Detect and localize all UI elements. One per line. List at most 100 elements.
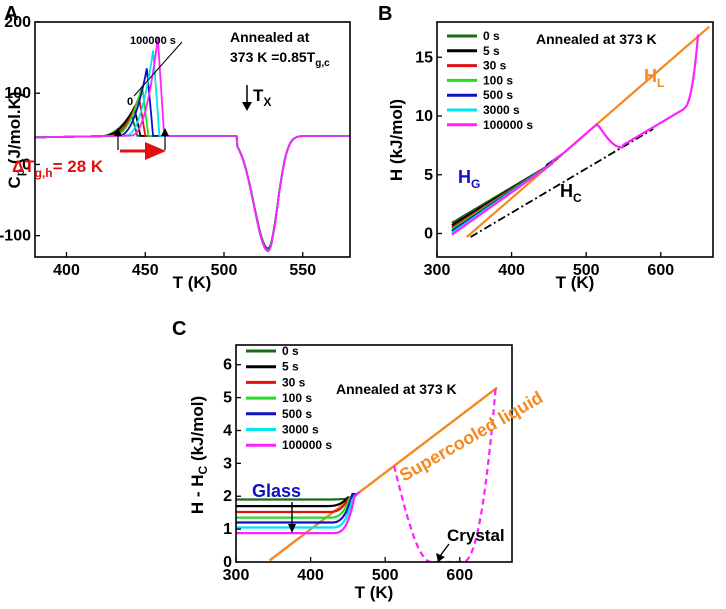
panel-c-ticks: 300 400 500 600 0 1 2 3 4 5 6 xyxy=(223,357,474,584)
panel-a-time-bottom: 0 xyxy=(127,96,133,108)
panel-b-legend-label: 100000 s xyxy=(483,118,533,132)
panel-a-series-0s xyxy=(35,111,350,250)
panel-c-series-5s xyxy=(236,496,353,508)
glass-arrow-head xyxy=(288,524,296,533)
crystallization-dashed-line xyxy=(393,388,497,562)
crystal-label: Crystal xyxy=(447,526,505,545)
tx-arrow-head xyxy=(242,102,252,111)
panel-c-series-500s xyxy=(236,493,357,524)
delta-tg-label: ΔTg,h= 28 K xyxy=(12,157,104,180)
panel-b-legend-label: 3000 s xyxy=(483,103,520,117)
panel-a-ylabel: Cp (J/mol.K) xyxy=(5,91,27,188)
panel-b-xtick-label: 600 xyxy=(647,262,674,279)
panel-a-xtick-label: 400 xyxy=(53,262,80,279)
panel-a-ytick-label: -100 xyxy=(0,228,31,245)
panel-c-ytick-label: 1 xyxy=(223,521,232,538)
panel-c-legend-label: 30 s xyxy=(282,375,306,389)
panel-c-series-0s xyxy=(236,497,351,501)
panel-c-ytick-label: 5 xyxy=(223,390,232,407)
panel-b-frame xyxy=(436,21,714,258)
panel-c-xtick-label: 400 xyxy=(297,567,324,584)
panel-a-xlabel: T (K) xyxy=(173,273,212,292)
panel-b-legend-label: 30 s xyxy=(483,59,507,73)
panel-b-xtick-label: 300 xyxy=(424,262,451,279)
panel-b-series xyxy=(451,25,711,238)
panel-a-annealed-2: 373 K =0.85Tg,c xyxy=(230,49,330,69)
panel-a-xtick-label: 450 xyxy=(132,262,159,279)
hg-label: HG xyxy=(458,167,480,191)
tg-onset-marker-head-0s xyxy=(114,128,122,136)
panel-c-frame xyxy=(235,344,513,563)
supercooled-liquid-line xyxy=(268,386,498,562)
panel-a-ytick-label: 100 xyxy=(4,85,31,102)
panel-a-series xyxy=(35,37,350,253)
panel-b-ytick-label: 15 xyxy=(415,49,433,66)
tg-onset-marker-head-100000s xyxy=(161,128,169,136)
glass-label: Glass xyxy=(252,481,301,501)
panel-c-legend-label: 5 s xyxy=(282,360,299,374)
panel-b-series-100000s xyxy=(451,34,700,236)
panel-b-ytick-label: 5 xyxy=(424,167,433,184)
hc-label: HC xyxy=(560,181,582,205)
panel-c-series-30s xyxy=(236,495,355,514)
panel-c-xlabel: T (K) xyxy=(355,583,394,602)
tx-label: TX xyxy=(253,86,271,109)
panel-a-annealed-1: Annealed at xyxy=(230,29,310,45)
panel-c-ytick-label: 2 xyxy=(223,488,232,505)
panel-c-series xyxy=(236,386,498,562)
panel-c-series-100000s xyxy=(236,491,361,535)
panel-c-series-100s xyxy=(236,494,356,519)
panel-c-legend-label: 0 s xyxy=(282,344,299,358)
panel-b-legend-label: 5 s xyxy=(483,44,500,58)
panel-c-ytick-label: 0 xyxy=(223,554,232,571)
hl-label: HL xyxy=(644,66,664,90)
panel-b-annealed: Annealed at 373 K xyxy=(536,31,657,47)
panel-c-ylabel: H - HC (kJ/mol) xyxy=(188,396,210,514)
supercooled-liquid-label: Supercooled liquid xyxy=(396,387,546,485)
panel-c-series-3000s xyxy=(236,492,360,529)
panel-b-ticks: 300 400 500 600 0 5 10 15 xyxy=(415,49,674,279)
panel-b-legend-label: 500 s xyxy=(483,88,513,102)
panel-b-ylabel: H (kJ/mol) xyxy=(387,99,406,181)
panel-c-legend-label: 500 s xyxy=(282,407,312,421)
panel-a-time-top: 100000 s xyxy=(130,35,176,47)
panel-a-ticks: 400 450 500 550 -100 0 100 200 xyxy=(0,14,316,279)
panel-c-ytick-label: 3 xyxy=(223,455,232,472)
panel-c-xtick-label: 300 xyxy=(223,567,250,584)
panel-a-ytick-label: 0 xyxy=(22,156,31,173)
panel-b-xtick-label: 400 xyxy=(498,262,525,279)
panel-c-xtick-label: 500 xyxy=(372,567,399,584)
panel-a-ytick-label: 200 xyxy=(4,14,31,31)
panel-a-series-3000s xyxy=(35,50,350,252)
panel-c-legend-label: 100000 s xyxy=(282,438,332,452)
panel-a-xtick-label: 550 xyxy=(289,262,316,279)
panel-c-xtick-label: 600 xyxy=(446,567,473,584)
panel-a-time-arrow xyxy=(133,41,183,97)
panel-b-legend-label: 0 s xyxy=(483,29,500,43)
panel-c-ytick-label: 4 xyxy=(223,422,232,439)
panel-label-c: C xyxy=(172,318,186,340)
panel-c: 300 400 500 600 0 1 2 3 4 5 6 T (K) H - HC (kJ/mol… xyxy=(188,344,546,602)
panel-c-annealed: Annealed at 373 K xyxy=(336,381,457,397)
panel-b-xtick-label: 500 xyxy=(573,262,600,279)
crystal-arrow-head xyxy=(436,553,445,562)
panel-b-ytick-label: 10 xyxy=(415,108,433,125)
panel-c-legend-label: 3000 s xyxy=(282,423,319,437)
panel-a-series-100000s xyxy=(35,37,350,253)
panel-c-ytick-label: 6 xyxy=(223,357,232,374)
panel-a-frame xyxy=(34,21,351,258)
panel-b-xlabel: T (K) xyxy=(556,273,595,292)
panel-a-xtick-label: 500 xyxy=(211,262,238,279)
panel-label-b: B xyxy=(378,3,392,25)
panel-a-series-5s xyxy=(35,104,350,250)
panel-c-legend-label: 100 s xyxy=(282,391,312,405)
panel-a: 400 450 500 550 -100 0 100 200 T (K) Cp (J/mol.… xyxy=(0,14,351,292)
panel-b-legend-label: 100 s xyxy=(483,73,513,87)
panel-b-ytick-label: 0 xyxy=(424,226,433,243)
panel-label-a: A xyxy=(4,3,18,25)
crystal-arrow xyxy=(439,543,450,557)
